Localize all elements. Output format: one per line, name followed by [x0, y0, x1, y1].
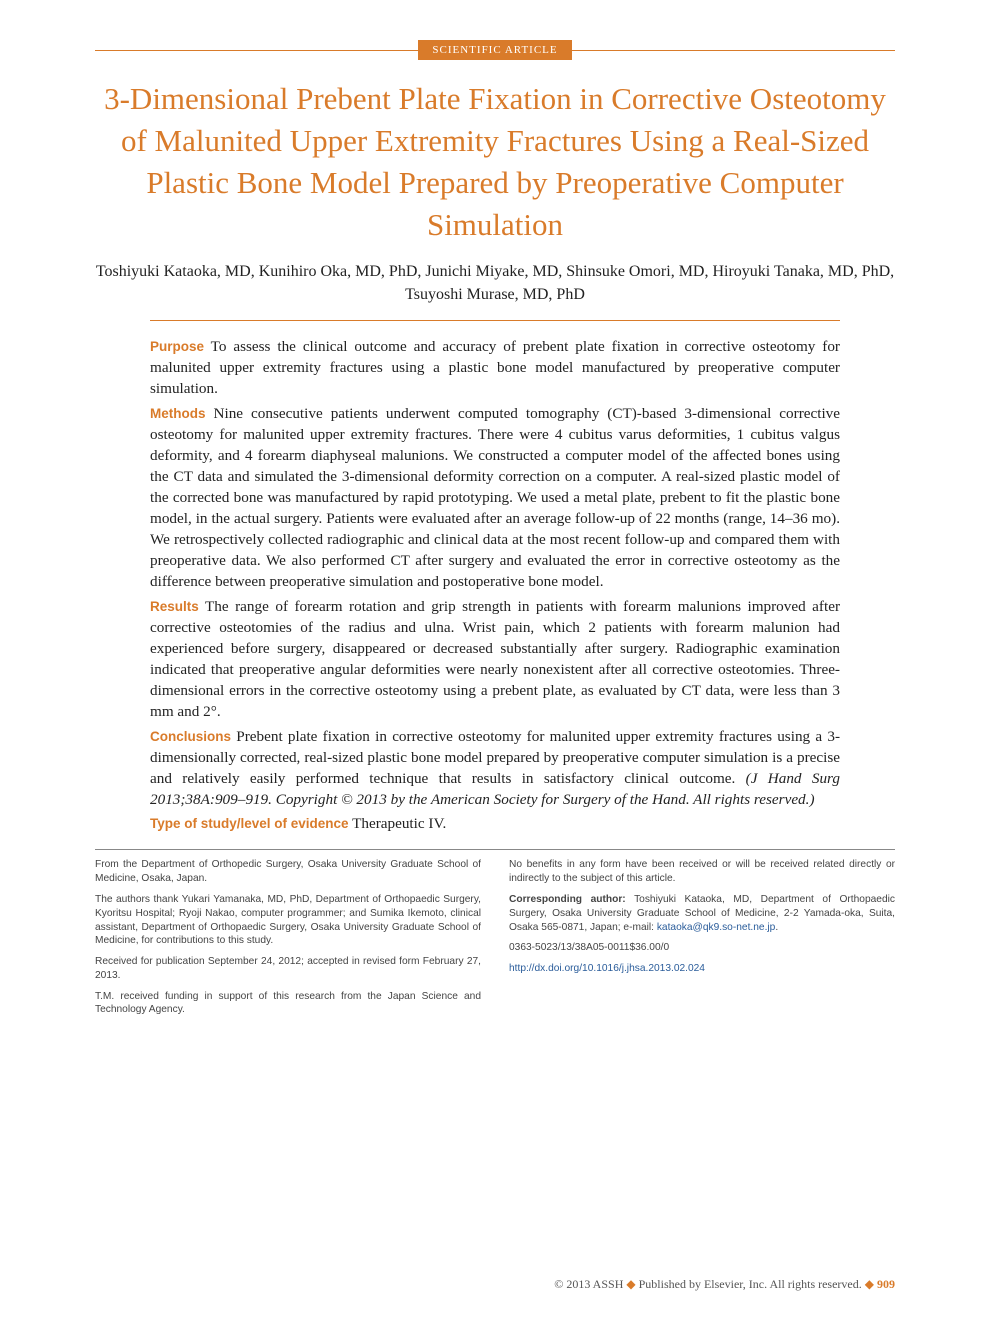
article-title: 3-Dimensional Prebent Plate Fixation in …: [95, 78, 895, 245]
abstract-methods: Methods Nine consecutive patients underw…: [150, 404, 840, 593]
issn-text: 0363-5023/13/38A05-0011$36.00/0: [509, 941, 895, 955]
footer-left-column: From the Department of Orthopedic Surger…: [95, 858, 481, 1024]
results-text: The range of forearm rotation and grip s…: [150, 598, 840, 720]
diamond-icon: ◆: [865, 1277, 874, 1291]
abstract-purpose: Purpose To assess the clinical outcome a…: [150, 337, 840, 400]
title-rule: [150, 320, 840, 321]
doi-link[interactable]: http://dx.doi.org/10.1016/j.jhsa.2013.02…: [509, 963, 705, 974]
received-text: Received for publication September 24, 2…: [95, 955, 481, 983]
abstract-conclusions: Conclusions Prebent plate fixation in co…: [150, 727, 840, 811]
corresponding-email-link[interactable]: kataoka@qk9.so-net.ne.jp: [657, 922, 776, 933]
footer-columns: From the Department of Orthopedic Surger…: [95, 849, 895, 1024]
abstract-evidence: Type of study/level of evidence Therapeu…: [150, 814, 840, 835]
copyright-symbol: ©: [554, 1277, 563, 1291]
corresponding-period: .: [775, 922, 778, 933]
abstract-block: Purpose To assess the clinical outcome a…: [150, 337, 840, 835]
copyright-text2: Published by Elsevier, Inc. All rights r…: [636, 1277, 865, 1291]
purpose-label: Purpose: [150, 339, 204, 354]
evidence-label: Type of study/level of evidence: [150, 816, 349, 831]
diamond-icon: ◆: [626, 1277, 635, 1291]
copyright-line: © 2013 ASSH ◆ Published by Elsevier, Inc…: [554, 1277, 895, 1292]
methods-label: Methods: [150, 406, 206, 421]
purpose-text: To assess the clinical outcome and accur…: [150, 338, 840, 397]
affiliation-text: From the Department of Orthopedic Surger…: [95, 858, 481, 886]
benefits-text: No benefits in any form have been receiv…: [509, 858, 895, 886]
conclusions-text: Prebent plate fixation in corrective ost…: [150, 728, 840, 787]
article-type-badge-row: SCIENTIFIC ARTICLE: [95, 40, 895, 60]
abstract-results: Results The range of forearm rotation an…: [150, 597, 840, 723]
corresponding-author: Corresponding author: Toshiyuki Kataoka,…: [509, 893, 895, 934]
methods-text: Nine consecutive patients underwent comp…: [150, 405, 840, 590]
results-label: Results: [150, 599, 199, 614]
author-list: Toshiyuki Kataoka, MD, Kunihiro Oka, MD,…: [95, 261, 895, 306]
copyright-text1: 2013 ASSH: [563, 1277, 626, 1291]
footer-right-column: No benefits in any form have been receiv…: [509, 858, 895, 1024]
acknowledgments-text: The authors thank Yukari Yamanaka, MD, P…: [95, 893, 481, 948]
badge-rule-left: [95, 50, 418, 51]
article-type-badge: SCIENTIFIC ARTICLE: [418, 40, 571, 60]
page-number: 909: [874, 1277, 895, 1291]
funding-text: T.M. received funding in support of this…: [95, 990, 481, 1018]
corresponding-label: Corresponding author:: [509, 894, 626, 905]
badge-rule-right: [572, 50, 895, 51]
conclusions-label: Conclusions: [150, 729, 231, 744]
evidence-text: Therapeutic IV.: [352, 815, 446, 832]
